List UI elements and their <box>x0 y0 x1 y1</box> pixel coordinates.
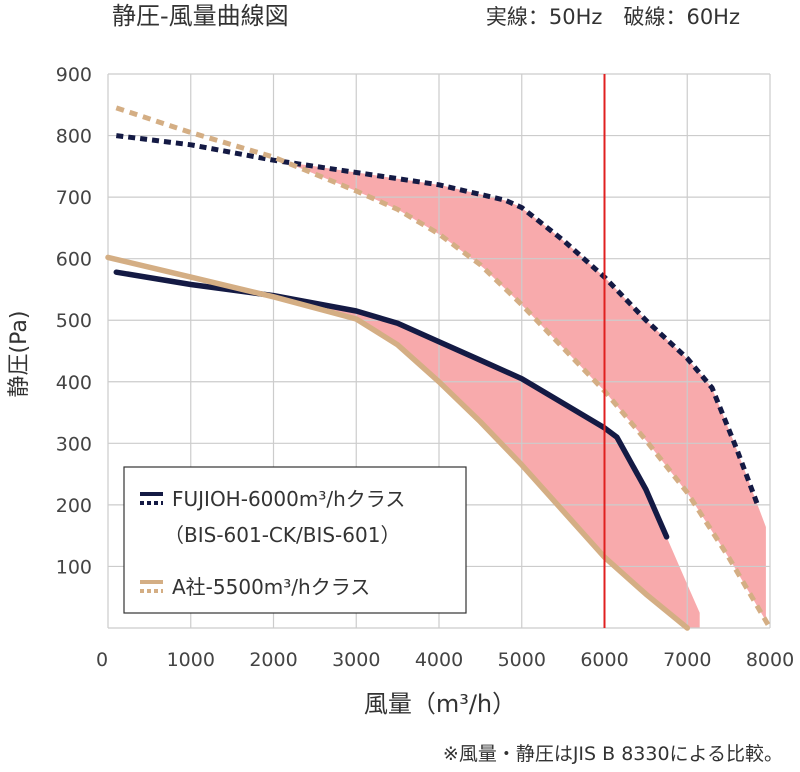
y-tick-500: 500 <box>56 310 92 332</box>
x-axis-label: 風量（m³/h） <box>364 690 516 718</box>
legend-competitor-label: A社-5500m³/hクラス <box>172 575 370 599</box>
y-tick-900: 900 <box>56 64 92 86</box>
y-tick-100: 100 <box>56 556 92 578</box>
fujioh-60hz-line <box>115 133 760 506</box>
y-axis-label: 静圧(Pa) <box>7 311 32 398</box>
x-tick-3000: 3000 <box>332 649 380 671</box>
frequency-note: 実線：50Hz 破線：60Hz <box>486 5 740 29</box>
y-tick-400: 400 <box>56 372 92 394</box>
y-tick-800: 800 <box>56 126 92 148</box>
x-tick-6000: 6000 <box>580 649 628 671</box>
y-tick-labels: 100 200 300 400 500 600 700 800 900 <box>56 64 92 578</box>
chart-series <box>105 105 773 631</box>
legend-box <box>123 466 467 614</box>
chart-title: 静圧-風量曲線図 <box>112 2 289 30</box>
y-tick-300: 300 <box>56 433 92 455</box>
competitor-50hz-line <box>105 254 691 631</box>
x-tick-labels: 0 1000 2000 3000 4000 5000 6000 7000 8000 <box>96 649 794 671</box>
x-tick-2000: 2000 <box>249 649 297 671</box>
band-2 <box>116 107 766 621</box>
x-tick-0: 0 <box>96 649 108 671</box>
footnote: ※風量・静圧はJIS B 8330による比較。 <box>443 743 783 765</box>
x-tick-1000: 1000 <box>167 649 215 671</box>
y-tick-600: 600 <box>56 249 92 271</box>
legend-fujioh-model-label: （BIS-601-CK/BIS-601） <box>164 523 400 547</box>
legend: FUJIOH-6000m³/hクラス （BIS-601-CK/BIS-601） … <box>123 466 467 614</box>
y-tick-700: 700 <box>56 187 92 209</box>
legend-fujioh-label: FUJIOH-6000m³/hクラス <box>172 487 405 511</box>
competitor-60hz-line <box>115 105 773 630</box>
x-tick-7000: 7000 <box>663 649 711 671</box>
x-tick-4000: 4000 <box>415 649 463 671</box>
y-tick-200: 200 <box>56 495 92 517</box>
x-tick-5000: 5000 <box>498 649 546 671</box>
x-tick-8000: 8000 <box>746 649 794 671</box>
